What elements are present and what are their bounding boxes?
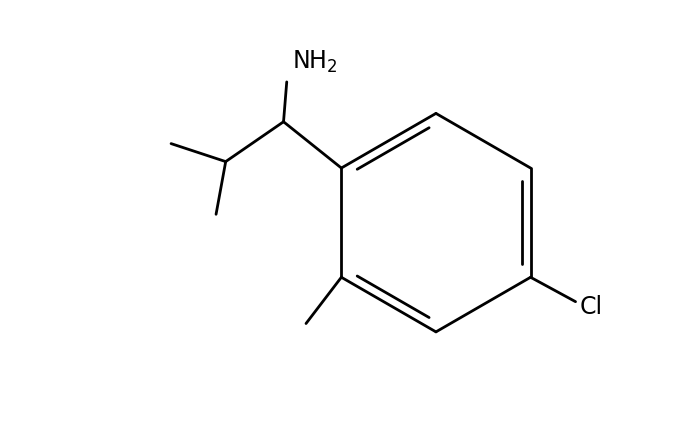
Text: NH$_2$: NH$_2$: [292, 49, 338, 75]
Text: Cl: Cl: [580, 295, 603, 319]
